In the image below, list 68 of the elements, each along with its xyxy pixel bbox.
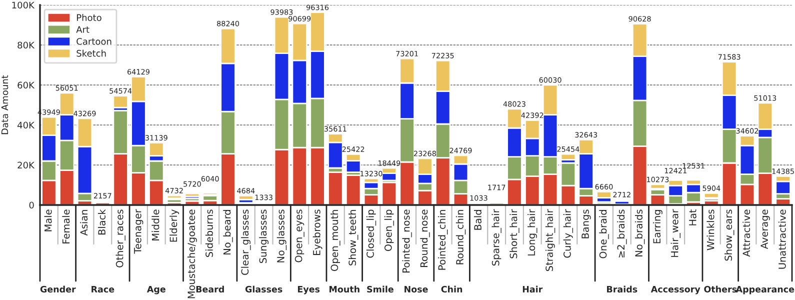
x-tick-label: Average bbox=[760, 210, 770, 250]
text: Braids bbox=[607, 286, 638, 293]
x-tick-label: Unattractive bbox=[778, 210, 786, 269]
x-tick-label: Black bbox=[98, 209, 106, 235]
x-tick-label: Sunglasses bbox=[259, 210, 269, 264]
text: Smile bbox=[367, 286, 394, 293]
x-tick-label: Open_eyes bbox=[294, 210, 304, 262]
legend-label: Cartoon bbox=[76, 38, 112, 45]
x-tick-label: Asian bbox=[80, 210, 88, 236]
text: Beard bbox=[196, 286, 224, 293]
x-tick-label: Show_teeth bbox=[348, 210, 358, 266]
x-tick-label: Long_hair bbox=[528, 209, 538, 256]
y-axis-title: Data Amount bbox=[1, 75, 8, 134]
x-tick-label: Hair_wear bbox=[670, 209, 680, 257]
x-tick-label: Wrinkles bbox=[706, 210, 714, 250]
x-tick-label: ≥2_braids bbox=[617, 210, 627, 258]
x-tick-label: Short_hair bbox=[510, 209, 520, 258]
text: Nose bbox=[404, 286, 428, 293]
text: Hair bbox=[522, 286, 543, 293]
text: Chin bbox=[441, 286, 462, 293]
x-tick-label: One_braid bbox=[599, 210, 609, 258]
y-tick-label: 40K bbox=[17, 122, 35, 129]
y-tick-label: 0 bbox=[29, 202, 34, 209]
x-tick-label: Round_nose bbox=[420, 210, 430, 267]
x-tick-label: Eyebrows bbox=[312, 210, 322, 256]
x-tick-label: Teenager bbox=[134, 209, 144, 254]
text: Accessory bbox=[650, 286, 700, 294]
x-tick-label: Round_chin bbox=[456, 210, 466, 264]
text: Gender bbox=[40, 286, 76, 293]
x-tick-label: Male bbox=[44, 210, 52, 232]
x-tick-label: No_braids bbox=[634, 210, 645, 256]
text: Others bbox=[704, 286, 737, 293]
text: Appearance bbox=[736, 286, 794, 294]
x-tick-label: Bangs bbox=[582, 210, 591, 238]
legend-label: Art bbox=[76, 26, 90, 33]
text: Age bbox=[146, 286, 166, 294]
x-tick-label: Female bbox=[62, 210, 70, 244]
x-tick-label: Elderly bbox=[170, 209, 179, 242]
x-tick-label: Moustache/goatee bbox=[187, 210, 197, 298]
legend-label: Sketch bbox=[76, 50, 106, 57]
x-tick-label: Hat bbox=[689, 209, 696, 226]
x-tick-label: Curly_hair bbox=[563, 209, 574, 258]
legend-label: Photo bbox=[76, 14, 102, 22]
text: Eyes bbox=[298, 286, 320, 294]
x-tick-label: Other_races bbox=[116, 210, 126, 268]
x-tick-label: Open_mouth bbox=[330, 210, 340, 272]
x-tick-label: Closed_lip bbox=[366, 210, 376, 258]
x-tick-label: No_beard bbox=[223, 210, 233, 254]
x-tick-label: No_glasses bbox=[276, 210, 287, 262]
y-tick-label: 20K bbox=[18, 162, 35, 169]
x-tick-label: Pointed_nose bbox=[402, 210, 412, 273]
text: Glasses bbox=[245, 286, 282, 293]
y-tick-label: 100K bbox=[12, 2, 35, 9]
x-tick-label: Attractive bbox=[742, 210, 750, 257]
y-tick-label: 80K bbox=[18, 42, 35, 49]
x-tick-label: Middle bbox=[152, 210, 160, 240]
text: Race bbox=[92, 286, 114, 293]
x-tick-label: Show_ears bbox=[724, 210, 734, 261]
x-tick-label: Earring bbox=[653, 210, 662, 244]
x-tick-label: Open_lip bbox=[384, 210, 394, 252]
y-tick-label: 60K bbox=[18, 82, 35, 89]
x-tick-label: Sideburns bbox=[205, 210, 213, 257]
x-tick-label: Straight_hair bbox=[545, 209, 556, 271]
x-tick-label: Clear_glasses bbox=[241, 210, 251, 275]
x-tick-label: Sparse_hair bbox=[492, 209, 502, 266]
x-tick-label: Pointed_chin bbox=[438, 210, 448, 270]
x-tick-label: Bald bbox=[474, 210, 482, 230]
text: Mouth bbox=[330, 286, 360, 293]
